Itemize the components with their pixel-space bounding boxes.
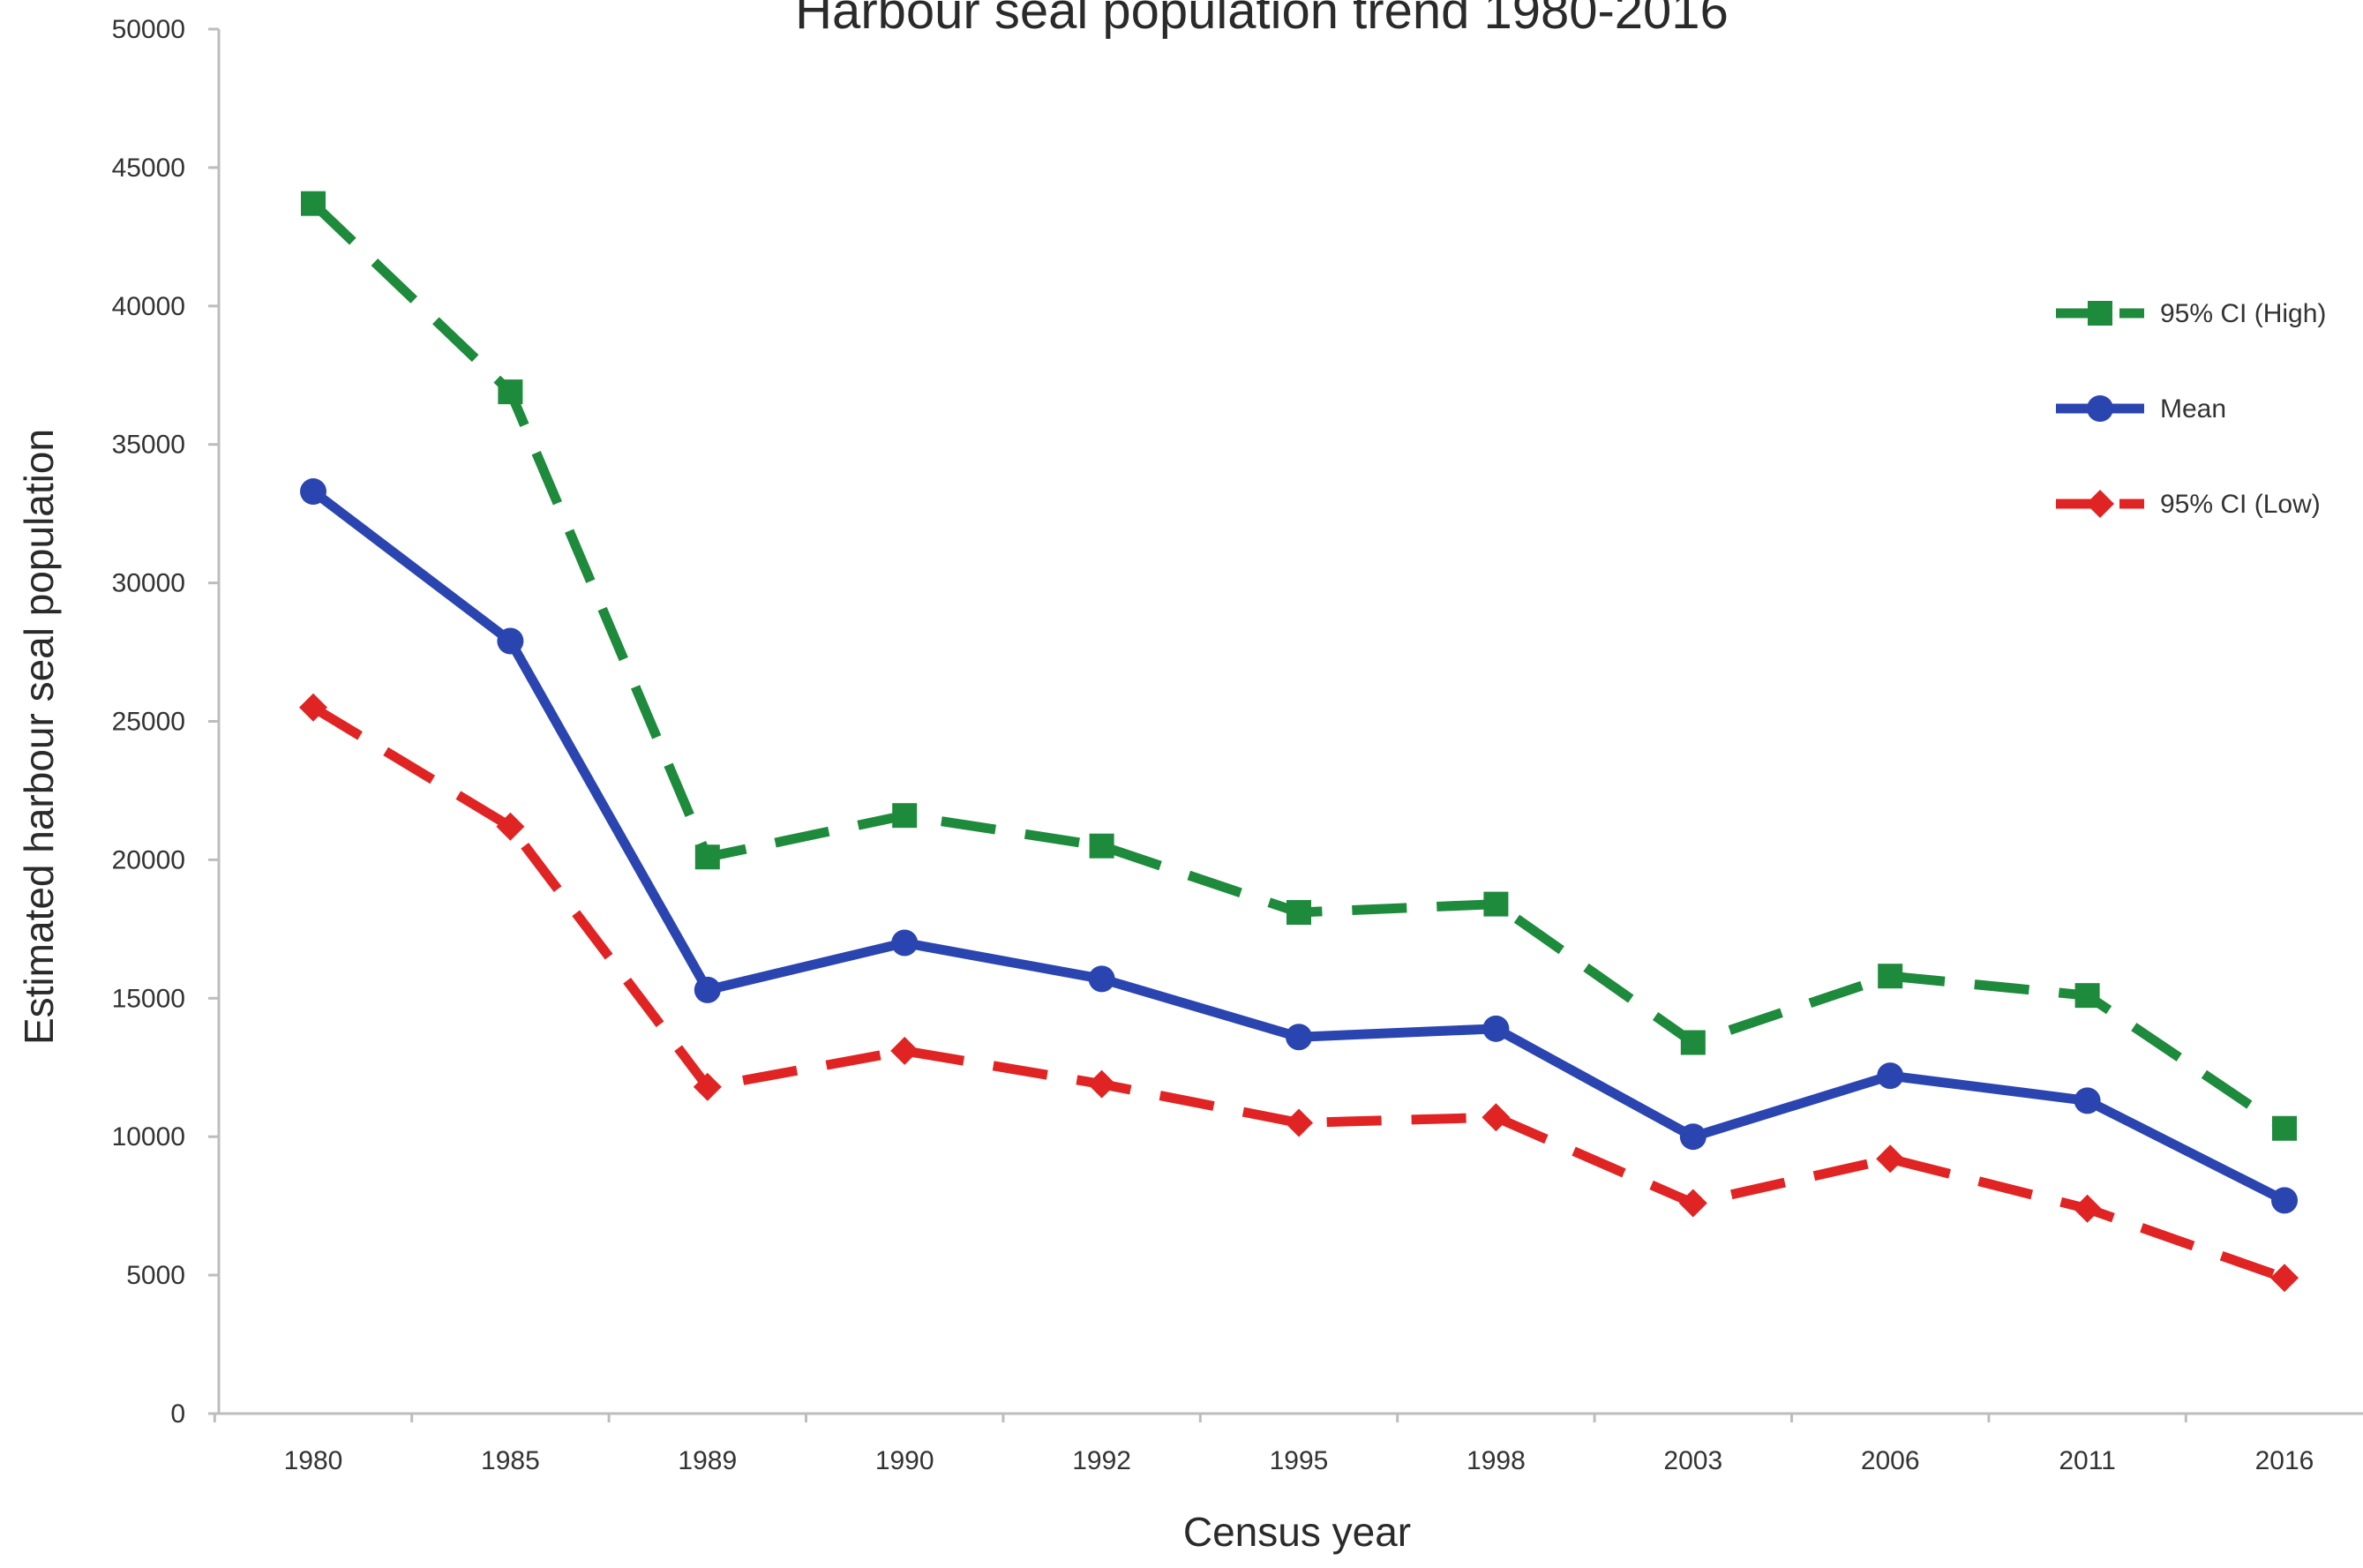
data-point (300, 478, 326, 506)
data-point (2074, 1087, 2101, 1114)
legend-label: Mean (2160, 394, 2226, 424)
x-tick-label: 1995 (1270, 1446, 1329, 1475)
x-tick-label: 1985 (481, 1446, 540, 1475)
x-tick-label: 2006 (1861, 1446, 1920, 1475)
series-line (311, 703, 2286, 1283)
x-tick-label: 2011 (2059, 1446, 2116, 1475)
y-tick-label: 20000 (112, 845, 185, 874)
data-point (2073, 1194, 2102, 1223)
data-point (1287, 900, 1311, 926)
y-tick-label: 10000 (112, 1122, 185, 1152)
series-line (310, 487, 2287, 1205)
x-tick-label: 1989 (678, 1446, 737, 1475)
data-point (1877, 1062, 1904, 1090)
data-point (1679, 1123, 1707, 1151)
data-point (1678, 1189, 1707, 1218)
legend-label: 95% CI (High) (2160, 299, 2326, 328)
data-point (1089, 833, 1114, 859)
data-point (1286, 1024, 1312, 1051)
x-tick-label: 2003 (1663, 1446, 1722, 1475)
data-point (1285, 1108, 1313, 1137)
y-tick-label: 35000 (112, 431, 185, 460)
chart-title: Harbour seal population trend 1980-2016 (795, 0, 1729, 40)
data-point (1088, 965, 1115, 993)
data-point (498, 379, 523, 405)
data-point (299, 693, 327, 722)
x-tick-label: 2016 (2255, 1446, 2314, 1475)
legend-item: 95% CI (High) (2056, 299, 2326, 328)
data-point (1482, 1103, 1511, 1132)
legend-item: 95% CI (Low) (2056, 490, 2321, 519)
data-point (1482, 1015, 1510, 1042)
y-tick-label: 50000 (112, 15, 185, 44)
y-tick-label: 40000 (112, 292, 185, 321)
data-point (694, 844, 720, 870)
data-point (301, 191, 326, 216)
data-point (891, 929, 919, 957)
series-group (299, 191, 2299, 1293)
data-point (2272, 1115, 2297, 1141)
data-point (693, 1072, 722, 1101)
data-point (2271, 1187, 2298, 1214)
legend-swatch-marker (2086, 490, 2114, 518)
data-point (496, 812, 525, 841)
data-point (1878, 964, 1903, 989)
y-tick-label: 30000 (112, 569, 185, 598)
x-tick-label: 1990 (875, 1446, 934, 1475)
series-0 (301, 191, 2297, 1141)
data-point (2270, 1264, 2299, 1293)
series-2 (299, 693, 2299, 1293)
data-point (694, 976, 721, 1003)
y-tick-label: 45000 (112, 154, 185, 183)
y-tick-label: 0 (170, 1399, 185, 1429)
legend-item: Mean (2056, 394, 2226, 424)
x-tick-label: 1998 (1467, 1446, 1526, 1475)
data-point (1483, 891, 1509, 917)
legend-swatch-marker (2088, 301, 2112, 326)
y-tick-label: 15000 (112, 984, 185, 1013)
y-tick-label: 25000 (112, 708, 185, 737)
legend: 95% CI (High) Mean 95% CI (Low) (2056, 299, 2326, 519)
x-axis-title: Census year (1183, 1509, 1411, 1555)
data-point (892, 803, 918, 829)
x-tick-label: 1992 (1072, 1446, 1131, 1475)
data-point (1876, 1144, 1905, 1174)
series-line (310, 199, 2288, 1133)
legend-swatch-marker (2087, 395, 2113, 422)
data-point (890, 1036, 919, 1065)
data-point (1680, 1030, 1706, 1055)
legend-label: 95% CI (Low) (2160, 490, 2321, 519)
data-point (1087, 1069, 1116, 1099)
x-tick-label: 1980 (284, 1446, 343, 1475)
series-1 (300, 478, 2298, 1214)
data-point (497, 627, 524, 655)
y-tick-label: 5000 (126, 1261, 185, 1290)
data-point (2074, 983, 2100, 1009)
y-axis-title: Estimated harbour seal population (16, 429, 62, 1045)
axes: 0 5000 10000 15000 20000 25000 30000 35000 40000… (112, 15, 2363, 1475)
